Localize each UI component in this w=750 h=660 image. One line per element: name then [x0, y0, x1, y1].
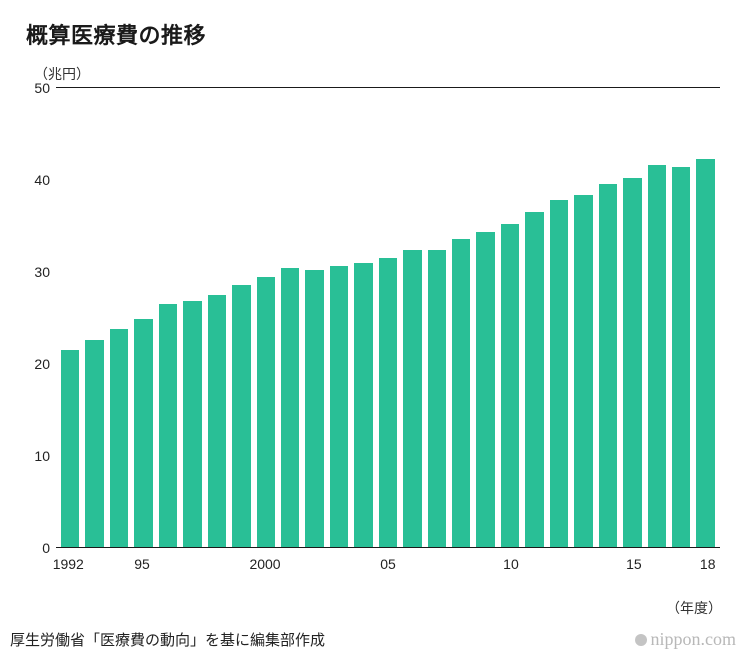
- bar: [208, 295, 226, 547]
- brand-text: nippon.com: [651, 629, 737, 650]
- bar-slot: [107, 88, 131, 547]
- bar-slot: [327, 88, 351, 547]
- x-tick-label: 2000: [249, 556, 280, 572]
- bar: [403, 250, 421, 547]
- bar: [61, 350, 79, 547]
- bar: [305, 270, 323, 547]
- bar-slot: [400, 88, 424, 547]
- bar-slot: [473, 88, 497, 547]
- chart-area: 01020304050 199295200005101518: [20, 88, 720, 578]
- x-axis-unit: （年度）: [666, 598, 722, 618]
- footer: 厚生労働省「医療費の動向」を基に編集部作成 nippon.com: [0, 623, 750, 660]
- bar: [85, 340, 103, 547]
- bar-slot: [254, 88, 278, 547]
- bar-slot: [571, 88, 595, 547]
- bar: [281, 268, 299, 547]
- y-axis-labels: 01020304050: [20, 88, 56, 548]
- bar: [354, 263, 372, 547]
- y-tick-label: 10: [34, 448, 50, 464]
- plot-area: [56, 88, 720, 548]
- bar-slot: [205, 88, 229, 547]
- brand-logo: nippon.com: [635, 629, 737, 650]
- bar-slot: [131, 88, 155, 547]
- brand-dot-icon: [635, 634, 647, 646]
- bar: [134, 319, 152, 547]
- x-tick-label: 1992: [53, 556, 84, 572]
- bar-slot: [449, 88, 473, 547]
- x-tick-label: 18: [700, 556, 716, 572]
- y-tick-label: 0: [42, 540, 50, 556]
- bar-slot: [547, 88, 571, 547]
- gridline: [56, 87, 720, 88]
- bar-slot: [620, 88, 644, 547]
- bar: [110, 329, 128, 547]
- y-tick-label: 20: [34, 356, 50, 372]
- y-tick-label: 50: [34, 80, 50, 96]
- bar: [696, 159, 714, 547]
- x-axis-labels: 1992 95 2000 05 10 15 18: [56, 552, 720, 578]
- bar-slot: [180, 88, 204, 547]
- bar-slot: [669, 88, 693, 547]
- bar-slot: [498, 88, 522, 547]
- y-axis-unit: （兆円）: [34, 64, 724, 84]
- bar: [257, 277, 275, 547]
- bar-slot: [156, 88, 180, 547]
- bar: [525, 212, 543, 547]
- x-tick-label: 95: [134, 556, 150, 572]
- chart-title: 概算医療費の推移: [26, 18, 724, 50]
- bar: [379, 258, 397, 547]
- bar-slot: [278, 88, 302, 547]
- y-tick-label: 40: [34, 172, 50, 188]
- bar-slot: [522, 88, 546, 547]
- bar-slot: [376, 88, 400, 547]
- bar: [452, 239, 470, 547]
- bar: [648, 165, 666, 547]
- x-tick-label: 10: [503, 556, 519, 572]
- bar: [476, 232, 494, 547]
- bar: [330, 266, 348, 547]
- y-tick-label: 30: [34, 264, 50, 280]
- bar-slot: [82, 88, 106, 547]
- bar: [550, 200, 568, 547]
- bar-slot: [645, 88, 669, 547]
- bar-slot: [425, 88, 449, 547]
- bar-slot: [596, 88, 620, 547]
- x-tick-label: 15: [626, 556, 642, 572]
- bar-slot: [58, 88, 82, 547]
- bar-slot: [693, 88, 717, 547]
- bar: [159, 304, 177, 547]
- bar: [183, 301, 201, 547]
- bar: [501, 224, 519, 547]
- bar-slot: [229, 88, 253, 547]
- bar: [623, 178, 641, 547]
- bar: [428, 250, 446, 547]
- bar-series: [56, 88, 720, 547]
- bar-slot: [351, 88, 375, 547]
- bar: [574, 195, 592, 548]
- bar-slot: [302, 88, 326, 547]
- bar: [232, 285, 250, 547]
- bar: [599, 184, 617, 547]
- x-tick-label: 05: [380, 556, 396, 572]
- source-text: 厚生労働省「医療費の動向」を基に編集部作成: [10, 629, 325, 650]
- bar: [672, 167, 690, 547]
